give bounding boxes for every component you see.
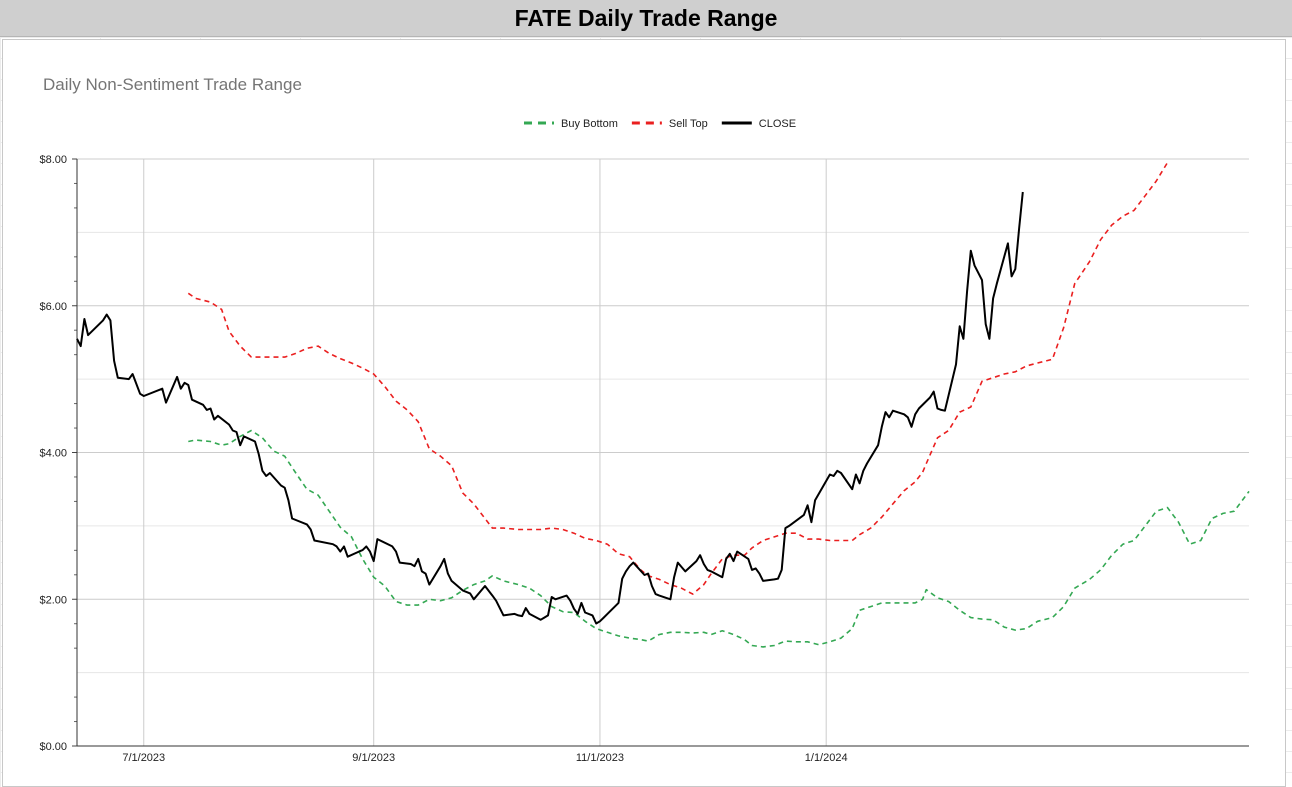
- y-tick-label: $0.00: [39, 741, 67, 753]
- axes: $0.00 $2.00 $4.00 $6.00 $8.00 7/1/2023 9/1/202…: [39, 154, 1249, 764]
- x-tick-label: 7/1/2023: [122, 752, 165, 764]
- series-line-close: [76, 191, 1024, 625]
- chart-container[interactable]: [2, 39, 1286, 787]
- y-tick-label: $4.00: [39, 448, 67, 460]
- legend: Buy Bottom Sell Top CLOSE: [524, 118, 796, 130]
- series-line-buy-bottom: [188, 429, 1250, 648]
- legend-label-sell-top: Sell Top: [669, 118, 708, 130]
- x-tick-label: 9/1/2023: [352, 752, 395, 764]
- series-lines: [76, 162, 1250, 648]
- y-tick-label: $2.00: [39, 594, 67, 606]
- x-tick-label: 11/1/2023: [576, 752, 624, 764]
- legend-label-buy-bottom: Buy Bottom: [561, 118, 618, 130]
- legend-label-close: CLOSE: [759, 118, 796, 130]
- chart-title: Daily Non-Sentiment Trade Range: [43, 75, 302, 94]
- page-title: FATE Daily Trade Range: [514, 5, 778, 31]
- gridlines: [77, 158, 1249, 746]
- x-tick-label: 1/1/2024: [805, 752, 848, 764]
- y-tick-label: $6.00: [39, 301, 67, 313]
- y-tick-label: $8.00: [39, 154, 67, 166]
- title-bar: FATE Daily Trade Range: [0, 0, 1292, 37]
- series-line-sell-top: [187, 162, 1169, 595]
